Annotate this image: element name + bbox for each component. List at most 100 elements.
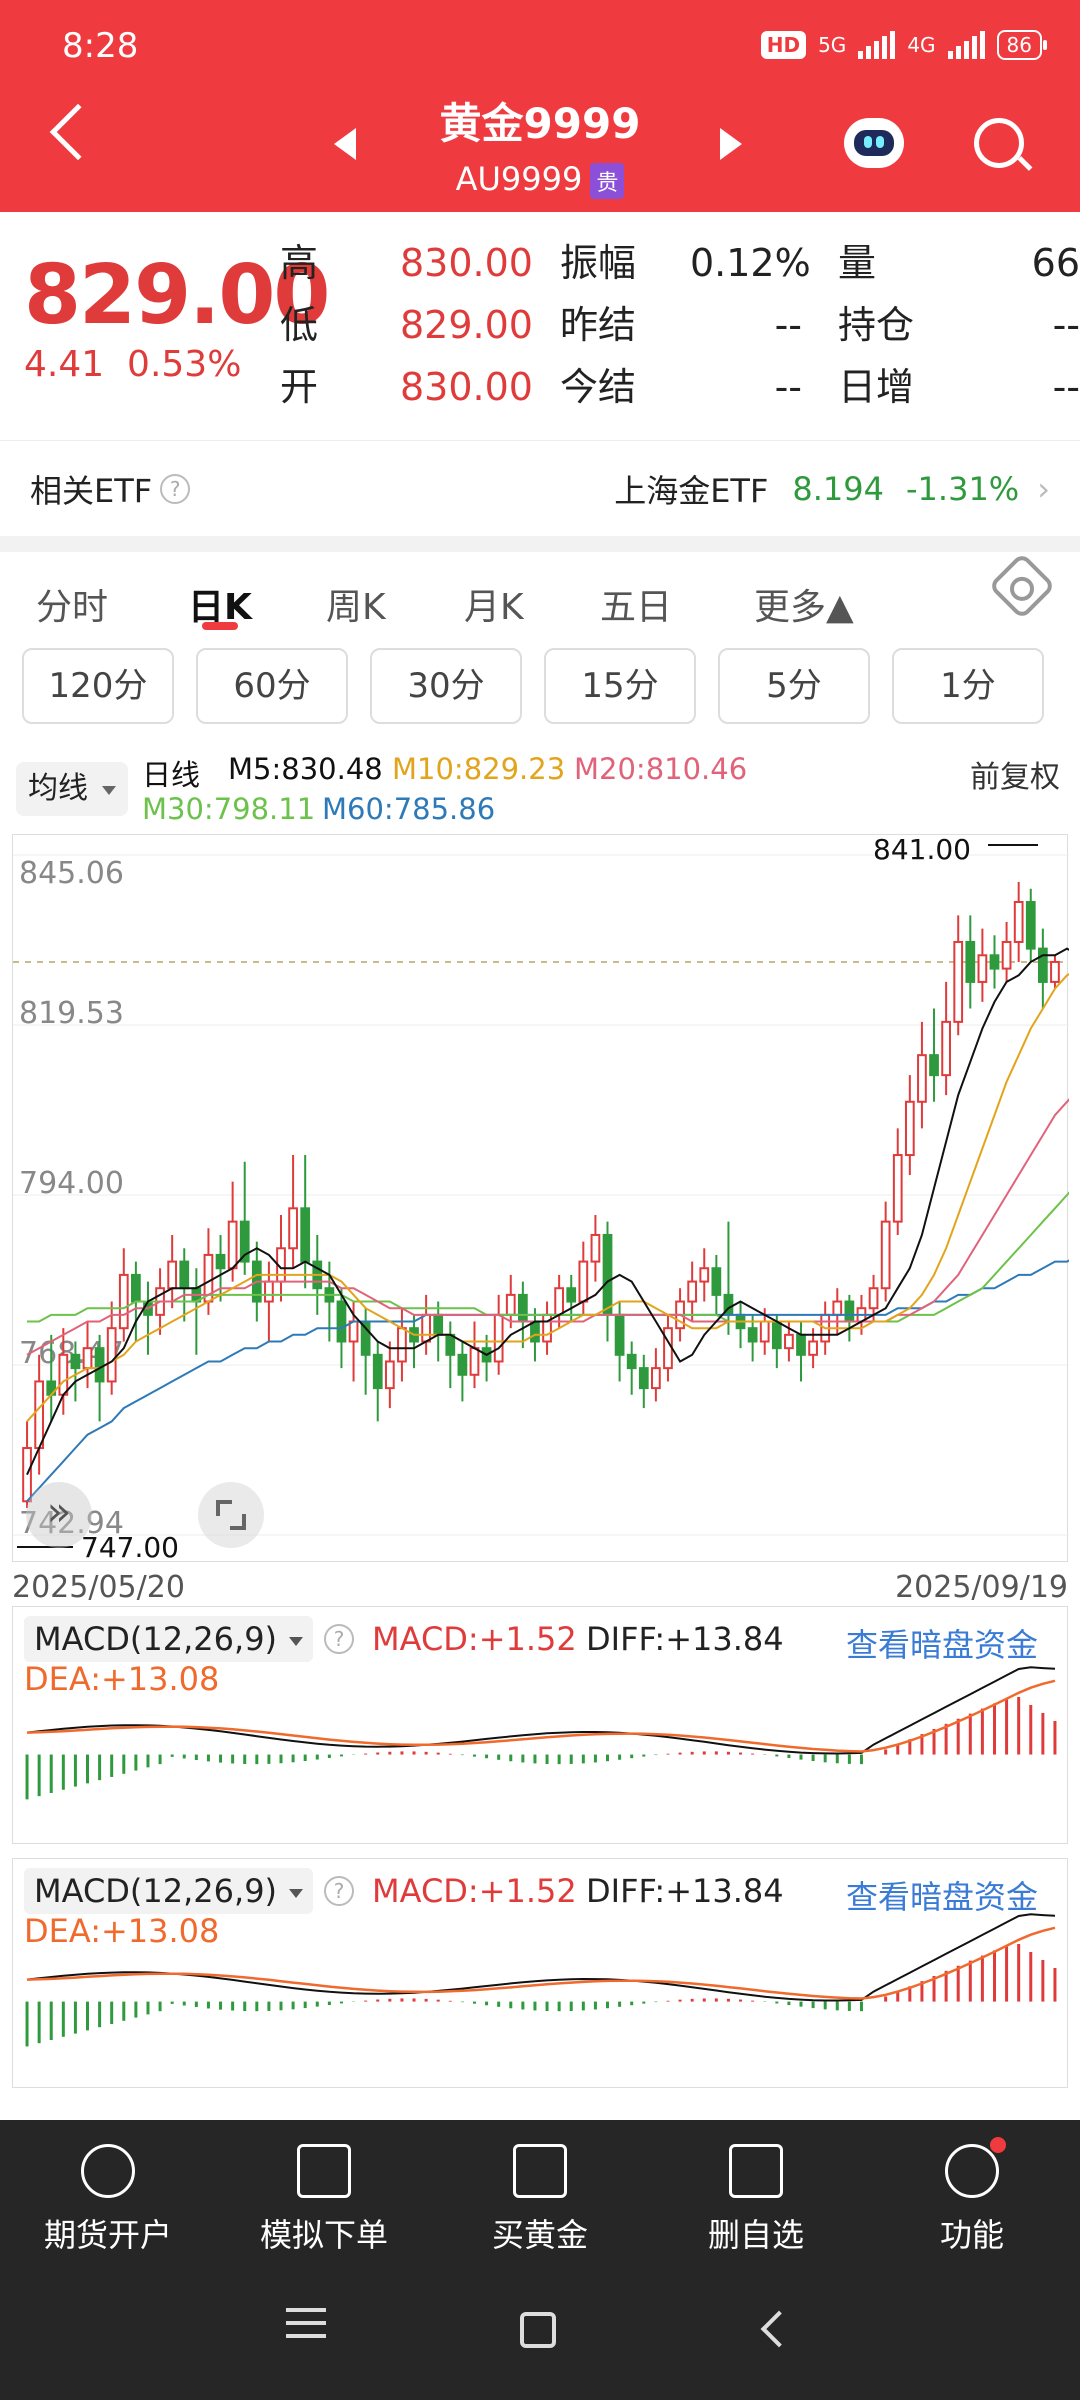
chevron-right-icon: › xyxy=(1037,469,1050,508)
kline-svg: 845.06819.53794.00768.47742.94841.00747.… xyxy=(13,833,1080,1564)
quote-low-label: 低 xyxy=(280,303,319,347)
candle-body xyxy=(82,1347,93,1370)
nav-open-account[interactable]: 期货开户 xyxy=(0,2144,216,2256)
simulated-order-icon xyxy=(297,2144,351,2198)
diff-value-2: DIFF:+13.84 xyxy=(586,1872,784,1910)
quote-open-interest-label: 持仓 xyxy=(838,303,915,347)
buy-gold-icon xyxy=(513,2144,567,2198)
candle-body xyxy=(663,1327,673,1370)
related-etf-row[interactable]: 相关ETF ? 上海金ETF 8.194 -1.31% › xyxy=(0,440,1080,536)
expand-icon[interactable]: » xyxy=(26,1482,92,1548)
fullscreen-icon[interactable] xyxy=(198,1482,264,1548)
candle-body xyxy=(1050,960,1060,983)
macd-value-1: MACD:+1.52 xyxy=(372,1620,577,1658)
ma20-value: M20:810.46 xyxy=(574,752,748,786)
candle-body xyxy=(336,1300,347,1343)
ma10-value: M10:829.23 xyxy=(392,752,566,786)
help-icon-macd-2[interactable]: ? xyxy=(324,1876,354,1906)
macd-value-2: MACD:+1.52 xyxy=(372,1872,577,1910)
low-marker-label: 747.00 xyxy=(81,1531,179,1563)
period-5m[interactable]: 5分 xyxy=(718,648,870,724)
prev-instrument-icon[interactable] xyxy=(334,128,356,160)
candle-body xyxy=(941,1020,951,1077)
nav-buy-gold[interactable]: 买黄金 xyxy=(432,2144,648,2256)
candle-body xyxy=(590,1233,601,1263)
period-60m[interactable]: 60分 xyxy=(196,648,348,724)
change-percent: 0.53% xyxy=(127,344,242,385)
nav-remove-watchlist[interactable]: 删自选 xyxy=(648,2144,864,2256)
candle-body xyxy=(179,1260,190,1290)
kline-chart[interactable]: 845.06 819.53 794.00 768.47 742.94 841.00 747.… xyxy=(12,833,1080,1564)
active-tab-indicator xyxy=(202,622,238,630)
candle-body xyxy=(832,1300,843,1316)
macd-panel-1 xyxy=(12,1606,1068,1844)
macd-selector-2[interactable]: MACD(12,26,9) xyxy=(24,1868,314,1914)
period-1m[interactable]: 1分 xyxy=(892,648,1044,724)
tab-five-day[interactable]: 五日 xyxy=(600,587,673,628)
candle-body xyxy=(288,1207,298,1250)
tab-daily-k[interactable]: 日K xyxy=(188,587,252,628)
candle-body xyxy=(1001,940,1012,970)
quote-amplitude-value: 0.12% xyxy=(690,241,811,285)
instrument-title: 黄金9999 xyxy=(439,99,641,148)
tab-intraday[interactable]: 分时 xyxy=(36,587,109,628)
candle-body xyxy=(239,1220,250,1263)
dark-pool-link-2[interactable]: 查看暗盘资金 xyxy=(846,1878,1039,1916)
candle-body xyxy=(1013,901,1024,943)
quote-open-interest-value: -- xyxy=(1052,303,1080,347)
notification-dot xyxy=(990,2137,1006,2153)
quote-low-value: 829.00 xyxy=(400,303,533,347)
robot-assistant-icon[interactable] xyxy=(844,118,904,168)
hd-voice-icon: HD xyxy=(760,31,807,59)
quote-prev-settle-label: 昨结 xyxy=(560,303,637,347)
ma-line-m10 xyxy=(26,966,1080,1423)
quote-settle-label: 今结 xyxy=(560,365,637,409)
candle-body xyxy=(904,1100,915,1157)
candle-body xyxy=(929,1054,939,1077)
price-change: 4.41 0.53% xyxy=(24,344,241,385)
account-open-icon xyxy=(81,2144,135,2198)
search-icon[interactable] xyxy=(974,118,1024,168)
app-header: 8:28 HD 5G 4G 86 黄金9999 AU9999 贵 xyxy=(0,0,1080,212)
candle-body xyxy=(638,1367,649,1390)
candle-body xyxy=(977,954,988,983)
macd-selector-1[interactable]: MACD(12,26,9) xyxy=(24,1616,314,1662)
nav-functions[interactable]: 功能 xyxy=(864,2137,1080,2256)
period-120m[interactable]: 120分 xyxy=(22,648,174,724)
next-instrument-icon[interactable] xyxy=(720,128,742,160)
candle-body xyxy=(771,1320,782,1350)
related-etf-label: 相关ETF xyxy=(30,471,153,510)
nav-label: 功能 xyxy=(939,2216,1004,2254)
candle-body xyxy=(808,1340,818,1356)
help-icon-macd-1[interactable]: ? xyxy=(324,1624,354,1654)
macd-panel-2 xyxy=(12,1858,1068,2088)
candle-body xyxy=(844,1300,855,1323)
quote-col-3-values: 66 -- -- xyxy=(1000,232,1080,418)
candle-body xyxy=(989,954,1000,970)
home-icon[interactable] xyxy=(520,2312,556,2348)
period-30m[interactable]: 30分 xyxy=(370,648,522,724)
candle-body xyxy=(445,1333,456,1356)
dea-line xyxy=(26,1679,1056,1753)
dark-pool-link-1[interactable]: 查看暗盘资金 xyxy=(846,1626,1039,1664)
nav-label: 期货开户 xyxy=(43,2216,172,2254)
tab-weekly-k[interactable]: 周K xyxy=(326,587,386,628)
candle-body xyxy=(784,1333,794,1350)
recent-apps-icon[interactable] xyxy=(286,2308,326,2347)
candle-body xyxy=(578,1260,589,1303)
candle-body xyxy=(118,1273,129,1330)
diff-line xyxy=(26,1913,1056,2002)
divider xyxy=(0,536,1080,552)
nav-simulated-order[interactable]: 模拟下单 xyxy=(216,2144,432,2256)
ma-selector[interactable]: 均线 xyxy=(16,762,128,816)
price-adjust-label[interactable]: 前复权 xyxy=(970,760,1060,795)
candle-body xyxy=(469,1347,480,1376)
tab-more[interactable]: 更多▲ xyxy=(754,587,854,628)
candle-body xyxy=(687,1280,698,1303)
change-value: 4.41 xyxy=(24,344,105,385)
help-icon[interactable]: ? xyxy=(160,473,191,504)
last-price: 829.00 xyxy=(24,248,330,343)
period-15m[interactable]: 15分 xyxy=(544,648,696,724)
high-marker-label: 841.00 xyxy=(873,835,971,866)
tab-monthly-k[interactable]: 月K xyxy=(464,587,524,628)
